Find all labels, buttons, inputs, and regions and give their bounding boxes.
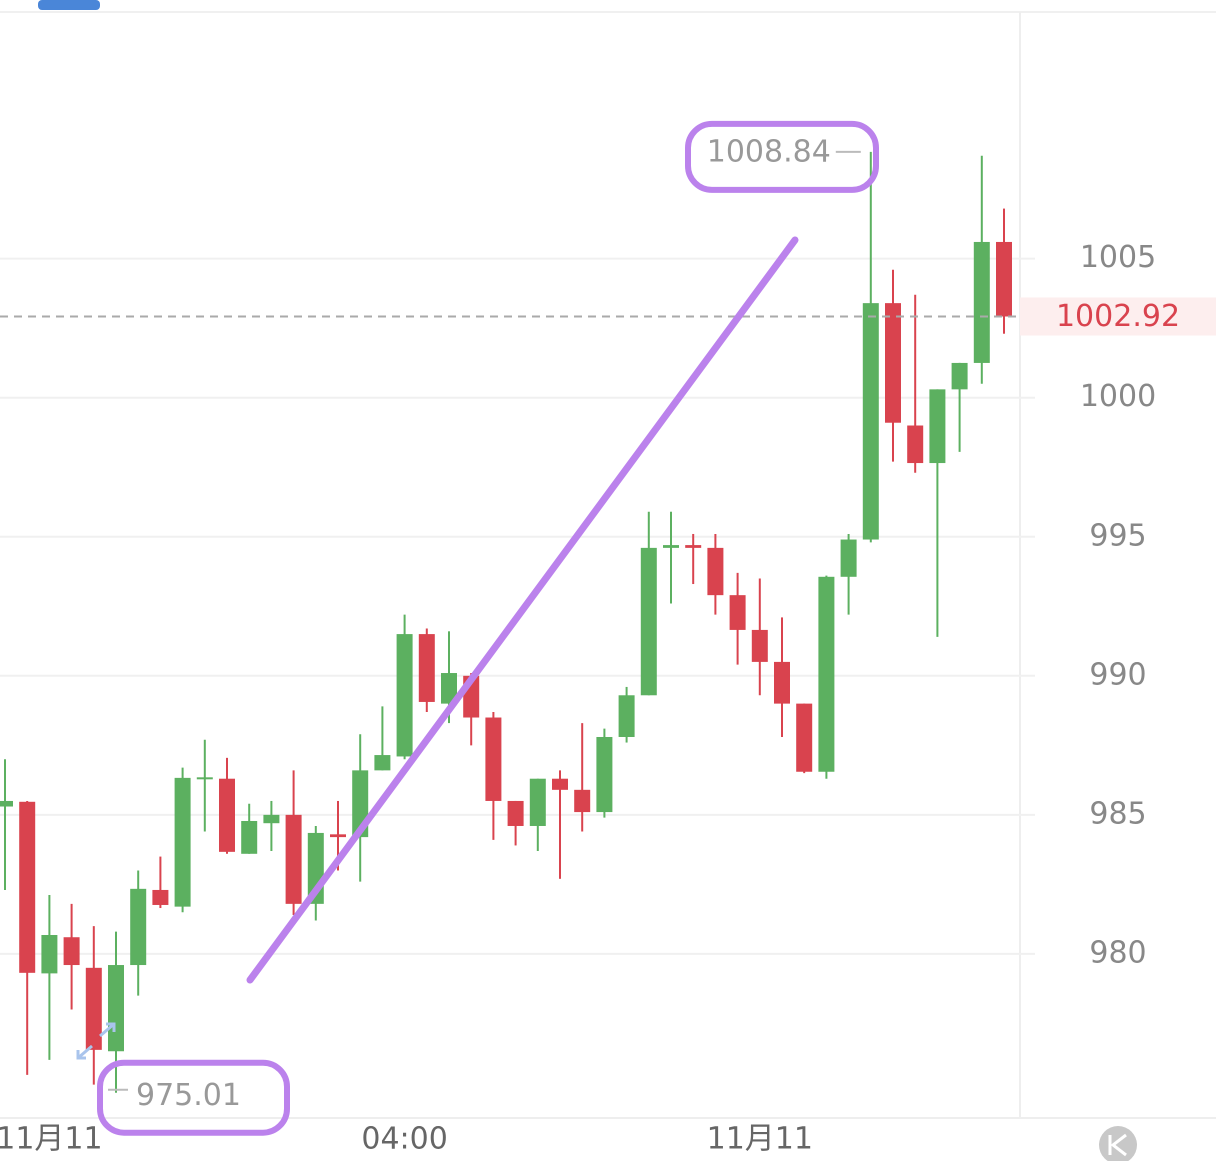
candle-body (596, 736, 613, 813)
candle-body (685, 545, 702, 548)
candle-body (907, 425, 924, 464)
candle-body (751, 629, 768, 662)
candle-body (152, 889, 169, 905)
last-price-label: 1002.92 (1056, 299, 1180, 334)
x-tick-label: 11月11 (0, 1122, 103, 1157)
x-tick-label: 04:00 (361, 1122, 447, 1157)
plot: 980 985 990 995 1000 1005 11月11 04:00 11月11 1002.… (0, 120, 1216, 1157)
candle-body (196, 777, 213, 780)
candle-body (774, 661, 790, 704)
candle-body (663, 545, 679, 548)
high-marker-label: 1008.84 (707, 134, 831, 169)
high-highlight (685, 120, 879, 193)
candle-body (174, 777, 191, 907)
candle-body (618, 695, 635, 737)
candle-body (0, 800, 13, 807)
candle-body (552, 778, 568, 790)
candle-body (63, 937, 80, 966)
candle-body (418, 634, 435, 702)
y-tick-label: 985 (1089, 796, 1146, 831)
y-tick-label: 980 (1089, 935, 1146, 970)
candle-body (929, 389, 946, 464)
candle-body (507, 800, 524, 826)
candle-body (485, 717, 502, 801)
trend-line (246, 236, 799, 984)
candle-body (640, 547, 657, 696)
candle-body (973, 241, 990, 363)
y-tick-label: 995 (1089, 518, 1146, 553)
candle-body (574, 789, 591, 813)
y-tick-label: 990 (1089, 657, 1146, 692)
candle-body (951, 362, 968, 390)
candle-body (263, 814, 280, 824)
candle-body (707, 547, 724, 596)
candle-body (241, 820, 258, 854)
k-button[interactable] (1099, 1126, 1137, 1161)
candle-body (818, 576, 835, 772)
candle-body (219, 778, 235, 852)
candle-body (374, 755, 391, 771)
candle-body (840, 539, 857, 577)
candle-body (285, 814, 302, 904)
candle-body (396, 634, 413, 757)
x-tick-label: 11月11 (707, 1122, 813, 1157)
candle-body (330, 834, 346, 838)
tab-indicator (38, 0, 100, 10)
candle-body (441, 673, 457, 704)
candle-body (108, 965, 124, 1052)
expand-icon (76, 1022, 116, 1060)
candle-body (796, 703, 813, 772)
candle-body (862, 303, 879, 540)
candle-body (529, 778, 546, 826)
y-tick-label: 1005 (1080, 240, 1156, 275)
last-price-badge (1020, 297, 1216, 336)
candle-body (19, 801, 36, 973)
y-tick-label: 1000 (1080, 379, 1156, 414)
candle-body (130, 888, 147, 966)
low-highlight (97, 1059, 290, 1136)
candle-body (729, 595, 746, 630)
candle-body (996, 241, 1012, 317)
low-marker-label: 975.01 (136, 1078, 241, 1113)
candle-body (41, 935, 58, 974)
candle-body (885, 303, 901, 423)
candle-body (85, 967, 102, 1050)
